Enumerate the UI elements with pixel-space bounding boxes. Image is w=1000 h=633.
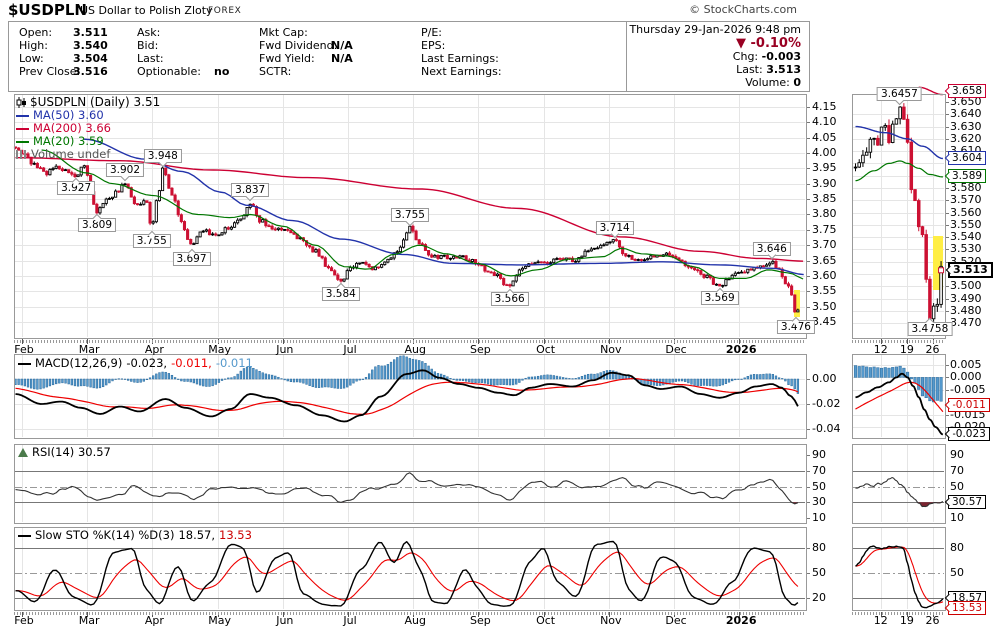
quote-field-value: N/A	[331, 39, 353, 52]
quote-field-label: Last:	[137, 52, 164, 65]
legend-title-row: $USDPLN (Daily) 3.51	[16, 96, 160, 109]
legend-ma20-row: MA(20) 3.59	[16, 135, 160, 148]
candles	[13, 146, 800, 313]
quote-right-row: Volume: 0	[745, 76, 801, 89]
change-percent-value: -0.10%	[750, 36, 802, 51]
ma200-line-icon	[16, 127, 29, 130]
quote-right-row: Chg: -0.003	[732, 50, 801, 63]
ma200-label: MA(200) 3.66	[33, 121, 111, 135]
candlestick-icon	[16, 97, 26, 108]
exchange-label: FOREX	[208, 6, 242, 16]
quote-field-value: 3.540	[73, 39, 108, 52]
quote-field-label: Bid:	[137, 39, 159, 52]
quote-field-label: High:	[19, 39, 48, 52]
macd-value: -0.023,	[126, 356, 168, 370]
quote-field-label: Prev Close:	[19, 65, 81, 78]
quote-field-value: 3.511	[73, 26, 108, 39]
rsi-area-icon	[18, 448, 28, 457]
legend-ma200-row: MA(200) 3.66	[16, 122, 160, 135]
macd-hist-value: -0.011	[215, 356, 253, 370]
sto-label: Slow STO %K(14) %D(3)	[35, 528, 175, 542]
volume-bars-icon	[16, 150, 27, 159]
axis-tick-strip	[14, 340, 806, 343]
quote-field-label: Fwd Yield:	[259, 52, 315, 65]
quote-summary-box: Open: 3.511 High: 3.540 Low: 3.504 Prev Close:…	[8, 21, 810, 92]
candles	[853, 103, 943, 324]
copyright: © StockCharts.com	[689, 3, 797, 16]
quote-field-value: no	[214, 65, 230, 78]
quote-field-label: Last Earnings:	[421, 52, 499, 65]
main-chart-legend: $USDPLN (Daily) 3.51 MA(50) 3.60 MA(200)…	[16, 96, 160, 161]
ticker-description: US Dollar to Polish Zloty	[80, 4, 213, 17]
macd-legend: MACD(12,26,9) -0.023, -0.011, -0.011	[18, 357, 253, 370]
quote-field-value: N/A	[331, 52, 353, 65]
quote-field-label: Open:	[19, 26, 53, 39]
quote-field-label: EPS:	[421, 39, 446, 52]
quote-field-label: Ask:	[137, 26, 161, 39]
axis-tick-strip-bottom	[14, 612, 806, 615]
quote-field-label: SCTR:	[259, 65, 292, 78]
sto-legend: Slow STO %K(14) %D(3) 18.57, 13.53	[18, 529, 252, 542]
ma50-label: MA(50) 3.60	[33, 108, 104, 122]
sto-k-value: 18.57,	[178, 528, 216, 542]
macd-label: MACD(12,26,9)	[35, 356, 123, 370]
sto-line-icon	[18, 534, 31, 537]
rsi-label: RSI(14) 30.57	[32, 445, 111, 459]
quote-datetime: Thursday 29-Jan-2026 9:48 pm	[629, 23, 801, 36]
legend-ma50-row: MA(50) 3.60	[16, 109, 160, 122]
macd-legend-row: MACD(12,26,9) -0.023, -0.011, -0.011	[18, 357, 253, 370]
quote-field-label: Next Earnings:	[421, 65, 502, 78]
quote-box-divider	[626, 22, 627, 91]
ma20-label: MA(20) 3.59	[33, 134, 104, 148]
rsi-legend-row: RSI(14) 30.57	[18, 446, 111, 459]
quote-field-label: Fwd Dividend:	[259, 39, 338, 52]
sto-d-value: 13.53	[219, 528, 252, 542]
legend-volume-row: Volume undef	[16, 148, 160, 161]
change-percent: ▼ -0.10%	[736, 36, 801, 51]
axis-tick-strip-bottom-mini	[852, 612, 945, 615]
rsi-legend: RSI(14) 30.57	[18, 446, 111, 459]
quote-field-label: Mkt Cap:	[259, 26, 308, 39]
ticker-symbol: $USDPLN	[8, 1, 87, 19]
quote-right-row: Last: 3.513	[736, 63, 801, 76]
quote-field-value: 3.504	[73, 52, 108, 65]
quote-field-value: 3.516	[73, 65, 108, 78]
down-arrow-icon: ▼	[735, 36, 746, 51]
macd-line-icon	[18, 362, 31, 365]
ma20-line-icon	[16, 140, 29, 143]
quote-field-label: P/E:	[421, 26, 442, 39]
volume-label: Volume undef	[31, 147, 111, 161]
ma50-line-icon	[16, 114, 29, 117]
macd-signal-value: -0.011,	[171, 356, 212, 370]
axis-tick-strip-mini	[852, 340, 945, 343]
sto-legend-row: Slow STO %K(14) %D(3) 18.57, 13.53	[18, 529, 252, 542]
chart-title: $USDPLN (Daily) 3.51	[30, 95, 161, 109]
quote-field-label: Low:	[19, 52, 44, 65]
quote-field-label: Optionable:	[137, 65, 201, 78]
